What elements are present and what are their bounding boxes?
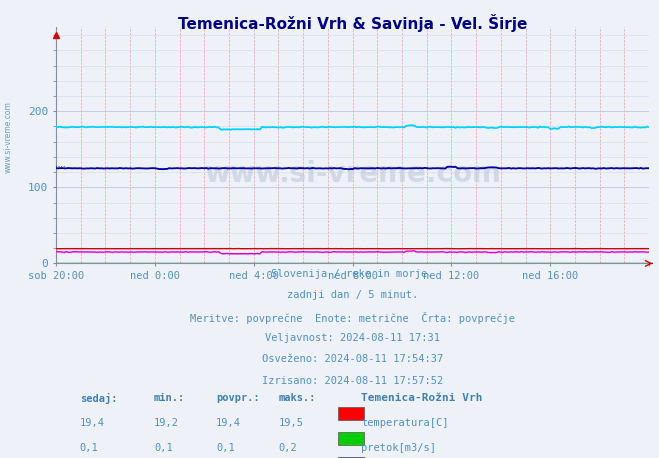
Text: povpr.:: povpr.:	[216, 393, 260, 403]
Text: Veljavnost: 2024-08-11 17:31: Veljavnost: 2024-08-11 17:31	[265, 333, 440, 343]
Text: www.si-vreme.com: www.si-vreme.com	[3, 102, 13, 173]
Text: min.:: min.:	[154, 393, 185, 403]
Text: Temenica-Rožni Vrh & Savinja - Vel. Širje: Temenica-Rožni Vrh & Savinja - Vel. Širj…	[178, 14, 527, 32]
Text: zadnji dan / 5 minut.: zadnji dan / 5 minut.	[287, 290, 418, 300]
Text: 0,2: 0,2	[279, 443, 297, 453]
Text: pretok[m3/s]: pretok[m3/s]	[361, 443, 436, 453]
Text: Osveženo: 2024-08-11 17:54:37: Osveženo: 2024-08-11 17:54:37	[262, 354, 444, 364]
Text: 0,1: 0,1	[154, 443, 173, 453]
Bar	[338, 407, 364, 420]
Text: maks.:: maks.:	[279, 393, 316, 403]
Bar	[338, 432, 364, 445]
Text: www.si-vreme.com: www.si-vreme.com	[204, 160, 501, 188]
Text: 19,2: 19,2	[154, 418, 179, 428]
Text: Temenica-Rožni Vrh: Temenica-Rožni Vrh	[361, 393, 483, 403]
Text: Slovenija / reke in morje.: Slovenija / reke in morje.	[272, 269, 434, 279]
Text: 0,1: 0,1	[80, 443, 98, 453]
Bar	[338, 457, 364, 458]
Text: 19,4: 19,4	[216, 418, 241, 428]
Text: temperatura[C]: temperatura[C]	[361, 418, 449, 428]
Text: sedaj:: sedaj:	[80, 393, 117, 404]
Text: Meritve: povprečne  Enote: metrične  Črta: povprečje: Meritve: povprečne Enote: metrične Črta:…	[190, 311, 515, 324]
Text: 19,4: 19,4	[80, 418, 105, 428]
Text: Izrisano: 2024-08-11 17:57:52: Izrisano: 2024-08-11 17:57:52	[262, 376, 444, 386]
Text: 19,5: 19,5	[279, 418, 303, 428]
Text: 0,1: 0,1	[216, 443, 235, 453]
